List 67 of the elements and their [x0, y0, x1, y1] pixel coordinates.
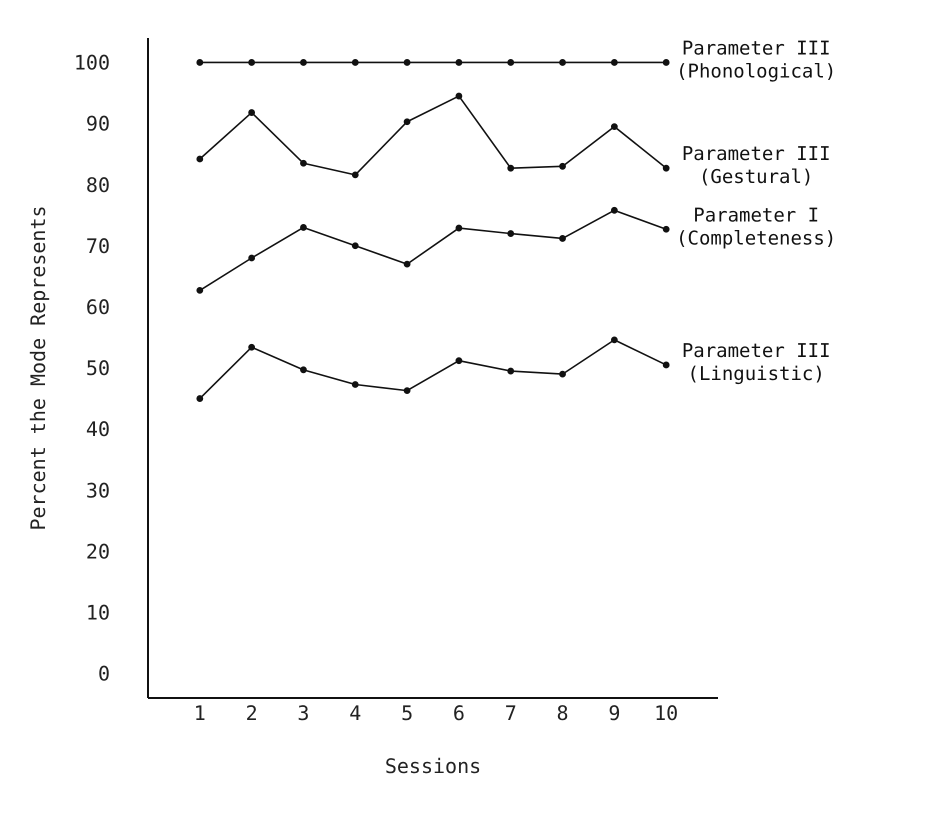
x-axis-title: Sessions — [384, 754, 482, 778]
point — [456, 224, 462, 232]
point — [456, 357, 462, 364]
point — [352, 242, 359, 250]
y-tick-label: 10 — [86, 600, 110, 625]
point — [559, 59, 566, 66]
x-tick-label: 6 — [452, 701, 465, 726]
x-tick-label: 5 — [401, 701, 414, 726]
point — [404, 118, 410, 126]
x-tick-label: 4 — [349, 701, 362, 726]
y-tick-label: 50 — [86, 356, 110, 380]
x-tick-label: 1 — [194, 701, 206, 726]
x-tick-label: 2 — [246, 701, 258, 726]
point — [507, 230, 514, 237]
series-label: Parameter III (Gestural) — [682, 143, 831, 188]
point — [196, 395, 204, 402]
point — [404, 260, 410, 268]
point — [248, 59, 256, 66]
point — [610, 336, 618, 344]
point — [352, 171, 359, 178]
point — [662, 226, 670, 233]
point — [248, 344, 256, 351]
point — [352, 59, 359, 66]
y-axis-title: Percent the Mode Represents — [26, 205, 50, 531]
x-tick-label: 7 — [504, 701, 517, 726]
point — [610, 123, 618, 130]
y-tick-label: 80 — [86, 172, 110, 197]
y-tick-label: 60 — [86, 294, 110, 319]
y-tick-label: 30 — [86, 478, 110, 502]
x-tick-label: 3 — [297, 701, 310, 726]
point — [456, 59, 462, 66]
y-tick-label: 100 — [74, 50, 110, 75]
point — [507, 164, 514, 172]
point — [196, 286, 204, 294]
point — [196, 59, 204, 66]
series-label: Parameter III (Phonological) — [676, 37, 836, 82]
point — [610, 59, 618, 66]
point — [196, 156, 204, 162]
point — [507, 59, 514, 66]
point — [507, 368, 514, 374]
point — [404, 387, 410, 394]
point — [300, 59, 307, 66]
point — [559, 162, 566, 170]
point — [300, 366, 307, 374]
y-tick-label: 20 — [86, 539, 110, 564]
x-tick-label: 9 — [608, 701, 620, 726]
point — [559, 235, 566, 242]
point — [662, 59, 670, 66]
y-tick-label: 0 — [98, 662, 110, 686]
y-tick-label: 70 — [86, 234, 110, 258]
series-label: Parameter I (Completeness) — [676, 204, 836, 250]
point — [456, 92, 462, 100]
point — [610, 206, 618, 214]
x-tick-label: 8 — [556, 701, 569, 726]
point — [248, 254, 256, 262]
x-tick-label: 10 — [654, 701, 678, 726]
y-tick-label: 40 — [86, 417, 110, 442]
point — [352, 381, 359, 388]
point — [248, 109, 256, 116]
point — [300, 224, 307, 231]
point — [559, 370, 566, 378]
y-tick-label: 90 — [86, 112, 110, 136]
point — [662, 164, 670, 172]
point — [300, 160, 307, 167]
point — [404, 59, 410, 66]
point — [662, 362, 670, 368]
series-label: Parameter III (Linguistic) — [682, 340, 831, 385]
